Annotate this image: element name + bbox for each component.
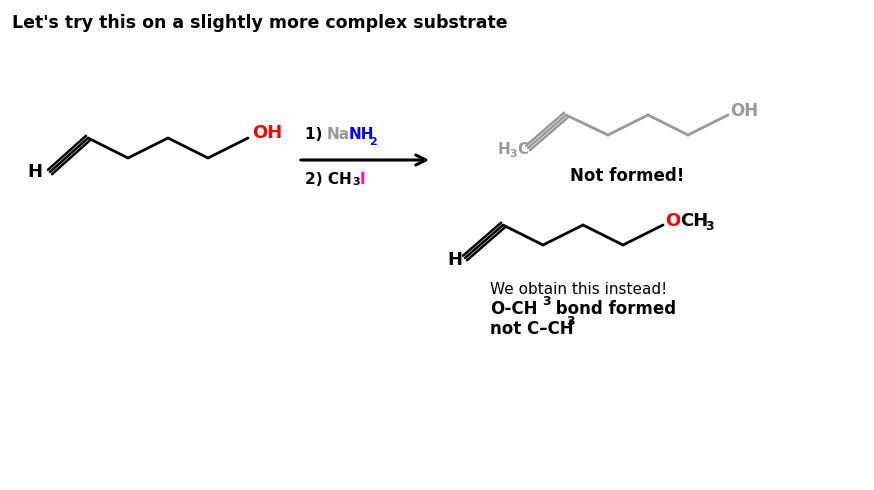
Text: I: I bbox=[360, 172, 365, 187]
Text: 2) CH: 2) CH bbox=[305, 172, 351, 187]
Text: CH: CH bbox=[680, 212, 708, 230]
Text: O: O bbox=[665, 212, 680, 230]
Text: Let's try this on a slightly more complex substrate: Let's try this on a slightly more comple… bbox=[12, 14, 508, 32]
Text: not C–CH: not C–CH bbox=[490, 320, 573, 338]
Text: 2: 2 bbox=[369, 137, 377, 147]
Text: Na: Na bbox=[327, 127, 350, 142]
Text: OH: OH bbox=[252, 124, 282, 142]
Text: 1): 1) bbox=[305, 127, 328, 142]
Text: 3: 3 bbox=[542, 295, 551, 308]
Text: 3: 3 bbox=[509, 149, 517, 159]
Text: 3: 3 bbox=[566, 315, 574, 328]
Text: 3: 3 bbox=[352, 177, 359, 187]
Text: O-CH: O-CH bbox=[490, 300, 538, 318]
Text: We obtain this instead!: We obtain this instead! bbox=[490, 282, 667, 297]
Text: 3: 3 bbox=[705, 220, 714, 232]
Text: NH: NH bbox=[349, 127, 374, 142]
Text: H: H bbox=[27, 163, 42, 181]
Text: H: H bbox=[498, 143, 510, 157]
Text: Not formed!: Not formed! bbox=[570, 167, 684, 185]
Text: C: C bbox=[517, 143, 528, 157]
Text: H: H bbox=[447, 251, 462, 269]
Text: bond formed: bond formed bbox=[550, 300, 676, 318]
Text: OH: OH bbox=[730, 102, 758, 120]
